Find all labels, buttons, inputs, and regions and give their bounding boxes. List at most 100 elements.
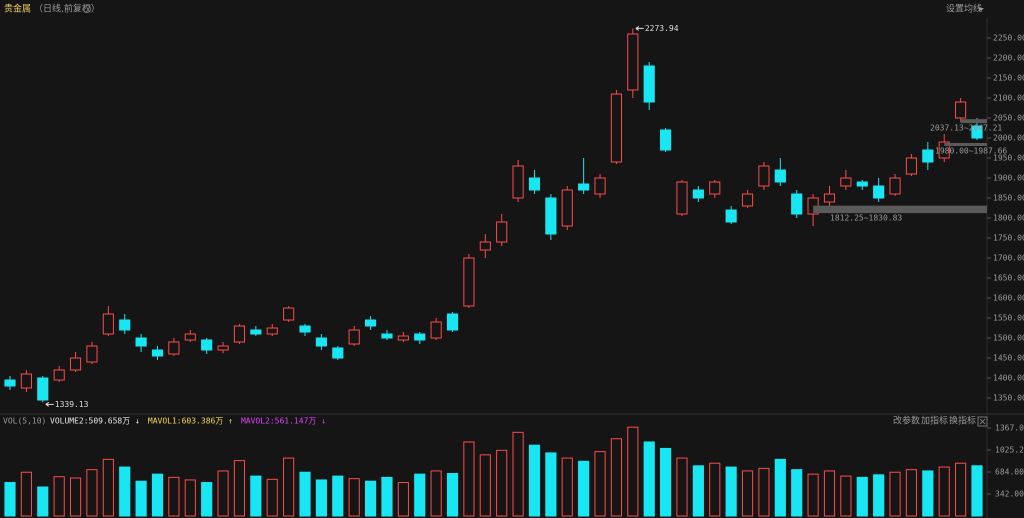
candle-body (594, 177, 606, 195)
volume-bar (184, 479, 196, 517)
candle-body (37, 377, 49, 401)
candle-body (496, 221, 508, 243)
volume-bar (168, 476, 180, 517)
candle-body (627, 33, 639, 91)
volume-bar (4, 482, 16, 517)
close-button[interactable] (977, 416, 988, 427)
indicator-button[interactable]: 换指标 (949, 415, 976, 427)
y-tick-label: 2050.00 (993, 114, 1024, 123)
vol-legend: MAVOL2:561.147万 ↓ (241, 417, 326, 426)
gap-zone-label: 2037.13~2047.21 (930, 124, 1002, 133)
candle-body (414, 333, 426, 341)
candle-body (283, 307, 295, 321)
y-tick-label: 1400.00 (993, 374, 1024, 383)
vol-legend: VOLUME2:509.658万 ↓ (50, 417, 140, 426)
candle-body (479, 241, 491, 251)
volume-bar (889, 471, 901, 517)
y-tick-label: 2000.00 (993, 134, 1024, 143)
vol-tick-label: 342.00 (995, 489, 1024, 498)
candle-body (643, 65, 655, 103)
candle-body (840, 177, 852, 187)
candle-body (971, 125, 983, 139)
volume-bar (397, 482, 409, 517)
volume-bar (53, 476, 65, 517)
candle-body (135, 337, 147, 347)
settings-icon[interactable] (83, 5, 91, 13)
candle-body (578, 183, 590, 191)
y-tick-label: 2200.00 (993, 54, 1024, 63)
volume-bar (217, 470, 229, 517)
volume-bar (233, 460, 246, 517)
marker-label: 2273.94 (645, 24, 679, 33)
volume-bar (971, 465, 983, 517)
volume-bar (676, 457, 688, 517)
volume-bar (332, 475, 344, 517)
candle-body (201, 339, 213, 351)
volume-bar (348, 478, 360, 517)
candle-body (397, 335, 409, 341)
candle-body (709, 181, 721, 195)
gap-zone (813, 205, 987, 214)
candle-body (4, 379, 16, 387)
vol-tick-label: 684.00 (995, 467, 1024, 476)
gap-zone (960, 119, 987, 124)
volume-bar (135, 480, 147, 517)
volume-bar (151, 473, 164, 517)
volume-bar (86, 469, 98, 517)
volume-bar (709, 462, 721, 517)
volume-bar (823, 470, 836, 517)
indicator-button[interactable]: 改参数 (893, 415, 920, 427)
y-tick-label: 1500.00 (993, 334, 1024, 343)
volume-bar (266, 478, 278, 517)
volume-bar (807, 473, 819, 517)
y-tick-label: 1600.00 (993, 294, 1024, 303)
volume-bar (381, 476, 393, 517)
candle-body (873, 185, 885, 199)
ma-button[interactable]: 设置均线 (946, 3, 982, 15)
candle-body (660, 129, 672, 151)
gap-zone-label: 1812.25~1830.83 (830, 214, 902, 223)
y-tick-label: 1550.00 (993, 314, 1024, 323)
candle-body (758, 165, 770, 187)
candle-body (430, 321, 442, 339)
volume-bar (250, 475, 262, 517)
marker-arrow (45, 401, 54, 407)
volume-bar (545, 452, 557, 517)
indicator-button[interactable]: 加指标 (921, 415, 948, 427)
volume-bar (741, 470, 754, 517)
candle-body (69, 357, 82, 371)
candle-body (348, 329, 360, 345)
candle-body (20, 373, 32, 389)
candle-body (332, 347, 344, 359)
volume-bar (446, 473, 459, 517)
volume-bar (512, 431, 524, 517)
candle-body (233, 325, 246, 343)
volume-bar (725, 466, 737, 517)
gap-zone-label: 1980.00~1987.66 (935, 147, 1007, 156)
volume-bar (69, 477, 82, 517)
candle-body (168, 341, 180, 355)
vol-title: VOL(5,10) (3, 417, 46, 426)
volume-bar (643, 441, 655, 517)
y-tick-label: 1800.00 (993, 214, 1024, 223)
candle-body (86, 345, 98, 363)
vol-tick-label: 1367.00 (995, 423, 1024, 432)
y-tick-label: 1450.00 (993, 354, 1024, 363)
candle-body (725, 209, 737, 223)
volume-bar (938, 466, 950, 517)
volume-bar (561, 457, 573, 517)
candle-body (561, 189, 573, 227)
volume-bar (119, 466, 131, 517)
title: 贵金属 (4, 3, 31, 15)
candle-body (823, 193, 836, 203)
volume-bar (430, 470, 442, 517)
volume-bar (594, 451, 606, 517)
volume-bar (774, 458, 786, 517)
candle-body (315, 337, 327, 347)
volume-bar (856, 476, 868, 517)
marker-label: 1339.13 (55, 400, 89, 409)
candle-body (889, 177, 901, 195)
candle-body (922, 149, 934, 163)
candle-body (381, 333, 393, 339)
